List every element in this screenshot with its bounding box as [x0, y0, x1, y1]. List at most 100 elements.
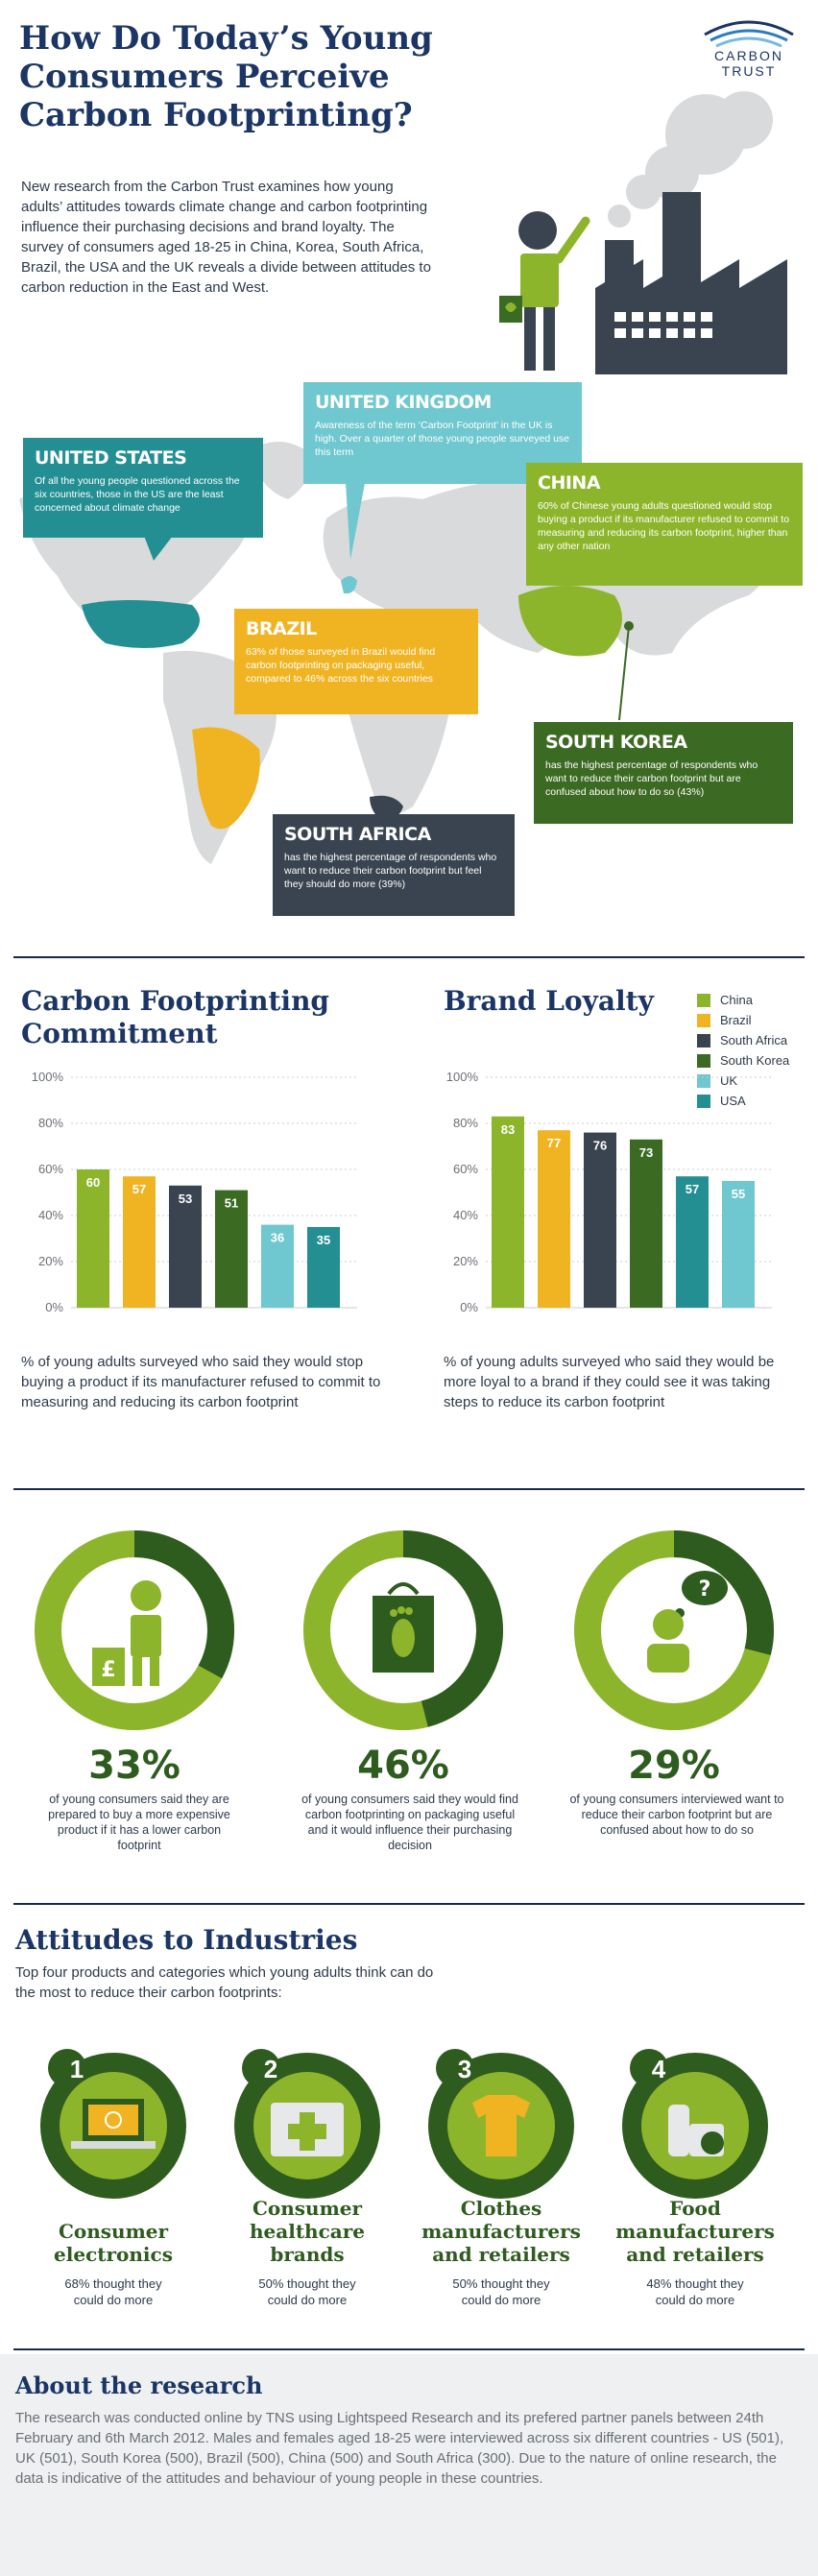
industry-icons [40, 2049, 768, 2199]
industry-4-number: 4 [651, 2055, 666, 2083]
y-tick-label: 0% [45, 1300, 63, 1314]
industry-2-number: 2 [263, 2055, 278, 2083]
legend-swatch [697, 1053, 710, 1068]
legend-label: Brazil [720, 1013, 752, 1027]
carbon-trust-logo: CARBON TRUST [701, 13, 797, 81]
industry-1-number: 1 [69, 2055, 84, 2083]
bar-value-label: 76 [593, 1139, 607, 1153]
industries-intro: Top four products and categories which y… [15, 1964, 434, 2001]
legend-item: USA [697, 1094, 812, 1108]
bar-value-label: 53 [179, 1192, 192, 1206]
callout-brazil: BRAZIL 63% of those surveyed in Brazil w… [234, 609, 478, 714]
y-tick-label: 60% [38, 1162, 63, 1176]
divider [13, 1903, 805, 1905]
industry-4-name: Food manufacturers and retailers [615, 2197, 775, 2266]
callout-china: CHINA 60% of Chinese young adults questi… [526, 463, 803, 586]
stat-29-value: 29% [628, 1744, 720, 1788]
bar-south-africa [584, 1132, 616, 1308]
bar-south-africa [169, 1185, 202, 1308]
bar-value-label: 35 [317, 1233, 330, 1247]
chart2-caption: % of young adults surveyed who said they… [444, 1354, 775, 1410]
industries-title: Attitudes to Industries [15, 1924, 358, 1956]
bar-value-label: 57 [686, 1182, 699, 1196]
chart1-caption: % of young adults surveyed who said they… [21, 1354, 381, 1410]
industry-3-number: 3 [457, 2055, 472, 2083]
bar-china [492, 1116, 524, 1308]
page-title: How Do Today’s Young Consumers Perceive … [19, 19, 433, 134]
bar-value-label: 60 [86, 1175, 100, 1190]
stat-29-text: of young consumers interviewed want to r… [569, 1793, 784, 1837]
industry-2-text: 50% thought they could do more [258, 2276, 356, 2307]
intro-text: New research from the Carbon Trust exami… [21, 179, 431, 296]
about-panel [0, 2354, 818, 2576]
legend-swatch [697, 1013, 710, 1027]
y-tick-label: 80% [453, 1116, 478, 1130]
divider [13, 956, 805, 958]
y-tick-label: 100% [32, 1070, 64, 1084]
svg-text:£: £ [101, 1658, 115, 1682]
bar-value-label: 83 [501, 1122, 515, 1137]
industry-3-text: 50% thought they could do more [452, 2276, 550, 2307]
donut-fill [133, 1530, 234, 1679]
y-tick-label: 20% [38, 1254, 63, 1268]
legend-swatch [697, 993, 710, 1007]
bar-value-label: 55 [732, 1187, 745, 1201]
stat-33-value: 33% [88, 1744, 180, 1788]
donut-fill [402, 1530, 503, 1727]
stat-46-text: of young consumers said they would find … [301, 1793, 518, 1852]
bar-value-label: 57 [132, 1182, 146, 1196]
stat-46-value: 46% [357, 1744, 449, 1788]
legend-swatch [697, 1033, 710, 1047]
bar-uk [261, 1224, 294, 1308]
chart2-brand-loyalty: 0% 20% 40% 60% 80% 100% 83 77 76 73 57 55 [446, 1070, 772, 1314]
industry-4-text: 48% thought they could do more [646, 2276, 744, 2307]
industry-1-text: 68% thought they could do more [64, 2276, 162, 2307]
legend-label: China [720, 993, 753, 1007]
bar-value-label: 77 [547, 1136, 561, 1150]
chart1-commitment: 0% 20% 40% 60% 80% 100% 60 57 53 51 36 35 [32, 1070, 357, 1314]
callout-us-pointer [144, 536, 173, 561]
legend-label: South Korea [720, 1053, 790, 1068]
footprint-bag-icon [373, 1582, 434, 1673]
callout-uk-pointer [346, 483, 365, 560]
legend-swatch [697, 1094, 710, 1108]
callout-united-states: UNITED STATES Of all the young people qu… [23, 438, 263, 538]
bar-china [77, 1169, 109, 1308]
legend-item: South Korea [697, 1053, 812, 1068]
about-title: About the research [15, 2371, 263, 2399]
about-text: The research was conducted online by TNS… [15, 2410, 784, 2487]
divider [13, 1488, 805, 1490]
y-tick-label: 40% [453, 1208, 478, 1222]
legend-item: South Africa [697, 1033, 812, 1047]
shopper-icon: £ [92, 1580, 161, 1686]
industry-1-name: Consumer electronics [54, 2220, 173, 2266]
y-tick-label: 40% [38, 1208, 63, 1222]
donut-fill [673, 1530, 774, 1655]
bar-south-korea [215, 1190, 248, 1308]
chart2-title: Brand Loyalty [444, 985, 654, 1017]
industry-3-name: Clothes manufacturers and retailers [421, 2197, 581, 2266]
chart-legend: China Brazil South Africa South Korea UK USA [697, 993, 812, 1114]
bar-value-label: 51 [225, 1196, 238, 1211]
bar-brazil [123, 1176, 156, 1308]
bar-usa [676, 1176, 709, 1308]
chart1-title: Carbon Footprinting Commitment [21, 985, 330, 1049]
bar-uk [722, 1181, 755, 1308]
bar-value-label: 73 [639, 1145, 653, 1160]
legend-label: UK [720, 1073, 738, 1088]
bar-south-korea [630, 1139, 662, 1308]
divider [13, 2348, 805, 2350]
y-tick-label: 80% [38, 1116, 63, 1130]
callout-south-korea: SOUTH KOREA has the highest percentage o… [534, 722, 793, 824]
svg-text:?: ? [699, 1577, 711, 1601]
bar-brazil [538, 1130, 570, 1308]
bar-value-label: 36 [271, 1231, 284, 1245]
confused-person-icon: ? [647, 1571, 728, 1673]
industry-2-name: Consumer healthcare brands [250, 2197, 365, 2266]
y-tick-label: 60% [453, 1162, 478, 1176]
legend-label: USA [720, 1094, 746, 1108]
stat-33-text: of young consumers said they are prepare… [48, 1793, 230, 1852]
legend-label: South Africa [720, 1033, 788, 1047]
logo-text: CARBON TRUST [714, 48, 783, 79]
bar-usa [307, 1227, 340, 1308]
